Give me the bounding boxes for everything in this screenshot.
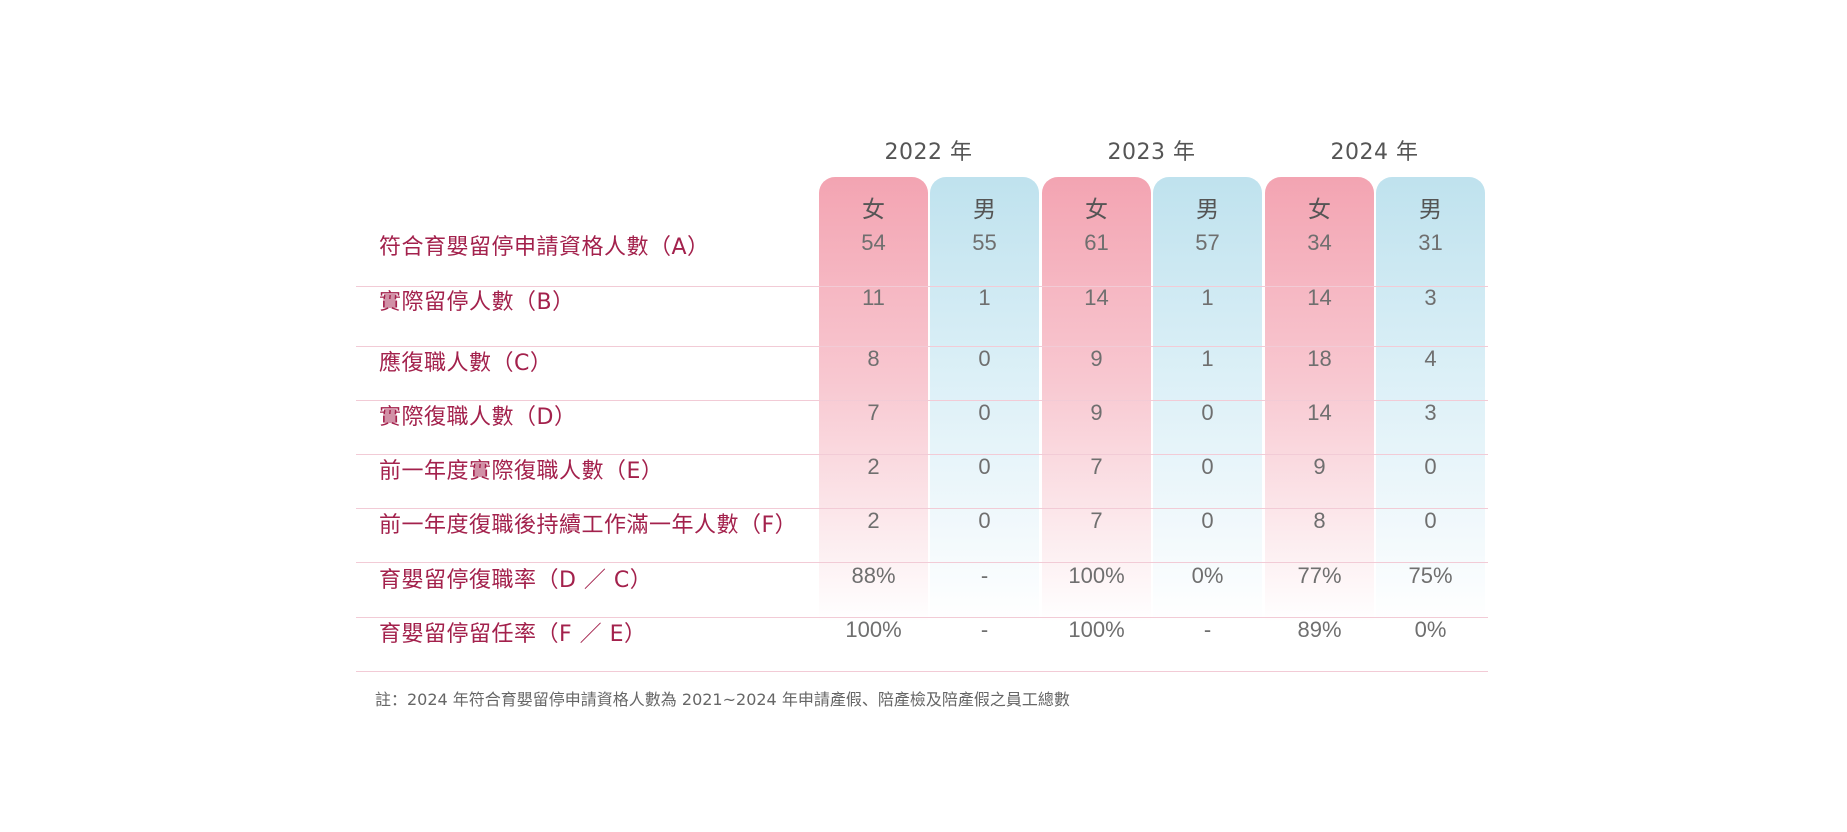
table-cell: 0 [978,454,991,479]
row-label: 前一年度復職後持續工作滿一年人數（F） [379,513,798,538]
table-cell: 11 [862,285,885,310]
table-cell: 2 [867,454,880,479]
female-column-bg [1265,177,1374,622]
row-divider [356,286,1488,287]
table-cell: - [980,617,989,642]
year-header: 2023 年 [1107,140,1196,165]
table-cell: 14 [1084,285,1109,310]
row-label: 實際留停人數（B） [379,290,575,315]
female-header: 女 [1308,197,1331,223]
table-note: 註：2024 年符合育嬰留停申請資格人數為 2021~2024 年申請產假、陪產… [375,690,1070,709]
table-cell: 77% [1297,563,1342,588]
table-cell: - [980,563,989,588]
table-cell: 3 [1424,285,1437,310]
table-cell: 0 [1201,508,1214,533]
table-cell: 8 [1313,508,1326,533]
table-cell: 0% [1191,563,1224,588]
table-cell: 100% [845,617,902,642]
table-cell: 0 [1424,454,1437,479]
male-column-bg [1153,177,1262,622]
table-cell: 100% [1068,563,1125,588]
table-cell: 1 [978,285,991,310]
row-divider [356,508,1488,509]
table-cell: 1 [1201,346,1214,371]
row-divider [356,400,1488,401]
table-cell: 54 [861,230,886,255]
row-label: 育嬰留停留任率（F ／ E） [379,622,647,647]
table-cell: 9 [1090,346,1103,371]
year-header: 2022 年 [884,140,973,165]
table-cell: 7 [1090,508,1103,533]
female-column-bg [819,177,928,622]
row-label: 前一年度實際復職人數（E） [379,459,664,484]
table-cell: 0 [978,346,991,371]
table-cell: 0 [1201,454,1214,479]
table-cell: 61 [1084,230,1109,255]
year-header: 2024 年 [1330,140,1419,165]
table-cell: 88% [851,563,896,588]
male-column-bg [1376,177,1485,622]
table-cell: 0 [1424,508,1437,533]
table-cell: 14 [1307,285,1332,310]
table-cell: 8 [867,346,880,371]
female-header: 女 [1085,197,1108,223]
row-divider [356,454,1488,455]
table-cell: - [1203,617,1212,642]
row-divider [356,346,1488,347]
table-cell: 4 [1424,346,1437,371]
male-column-bg [930,177,1039,622]
table-cell: 0 [1201,400,1214,425]
table-cell: 0% [1414,617,1447,642]
male-header: 男 [1419,197,1442,223]
female-header: 女 [862,197,885,223]
table-cell: 55 [972,230,997,255]
table-cell: 2 [867,508,880,533]
table-cell: 0 [978,400,991,425]
male-header: 男 [1196,197,1219,223]
row-label: 實際復職人數（D） [379,405,577,430]
table-cell: 14 [1307,400,1332,425]
table-cell: 18 [1307,346,1332,371]
table-cell: 1 [1201,285,1214,310]
table-cell: 9 [1313,454,1326,479]
table-cell: 89% [1297,617,1342,642]
table-cell: 7 [1090,454,1103,479]
table-cell: 0 [978,508,991,533]
row-label: 育嬰留停復職率（D ／ C） [379,568,653,593]
male-header: 男 [973,197,996,223]
row-label: 應復職人數（C） [379,351,553,376]
table-cell: 75% [1408,563,1453,588]
table-cell: 57 [1195,230,1220,255]
row-label: 符合育嬰留停申請資格人數（A） [379,235,710,260]
table-cell: 3 [1424,400,1437,425]
female-column-bg [1042,177,1151,622]
table-cell: 31 [1418,230,1443,255]
table-cell: 9 [1090,400,1103,425]
table-cell: 100% [1068,617,1125,642]
row-divider [356,562,1488,563]
table-cell: 7 [867,400,880,425]
table-cell: 34 [1307,230,1332,255]
row-divider [356,617,1488,618]
row-divider [356,671,1488,672]
